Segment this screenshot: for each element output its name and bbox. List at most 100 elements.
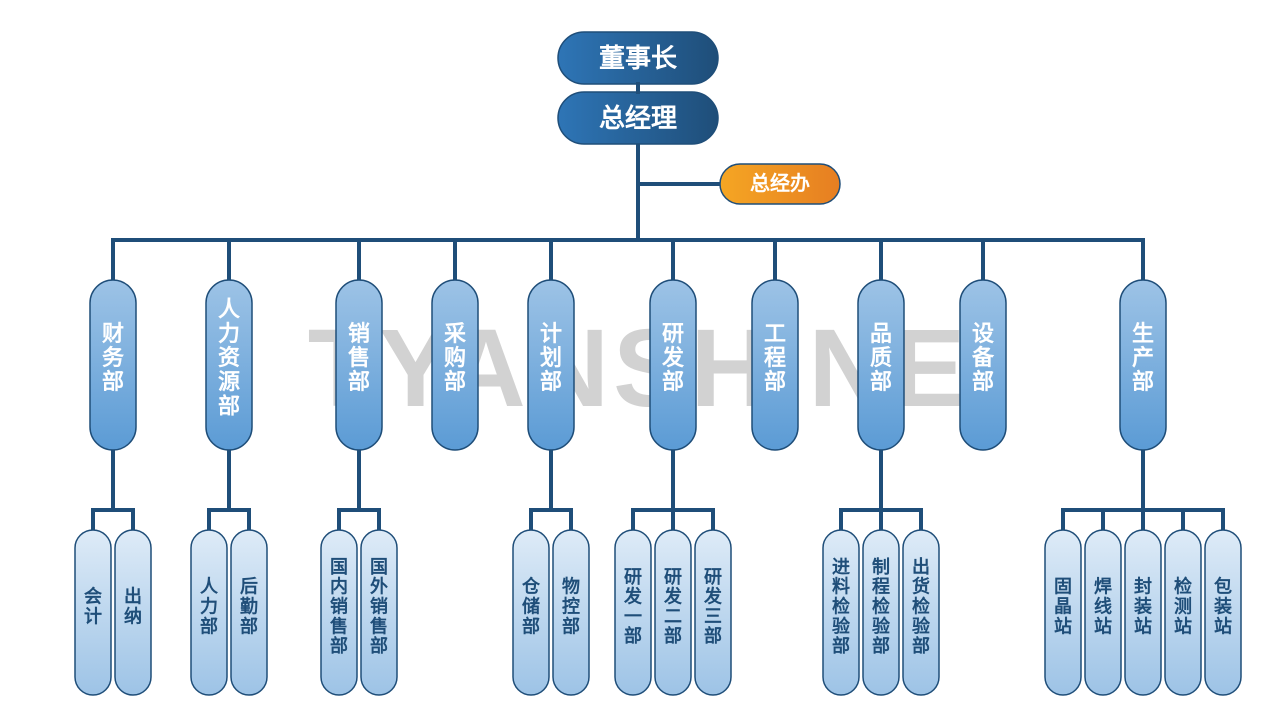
- svg-text:储: 储: [521, 596, 540, 617]
- leaf-rd-2: 研发三部: [695, 530, 731, 695]
- leaf-rd-0: 研发一部: [615, 530, 651, 695]
- svg-text:人: 人: [218, 297, 240, 322]
- svg-text:质: 质: [870, 345, 892, 370]
- svg-text:控: 控: [562, 596, 580, 617]
- dept-qc: 品质部: [858, 280, 904, 450]
- svg-text:售: 售: [330, 615, 348, 636]
- leaf-finance-1: 出纳: [115, 530, 151, 695]
- svg-text:品: 品: [870, 321, 892, 346]
- svg-text:采: 采: [444, 321, 466, 346]
- leaf-hr-1: 后勤部: [231, 530, 267, 695]
- leaf-hr-0: 人力部: [191, 530, 227, 695]
- svg-text:验: 验: [832, 615, 851, 636]
- leaf-prod-2: 封装站: [1125, 530, 1161, 695]
- org-chart-svg: 董事长总经理总经办财务部人力资源部销售部采购部计划部研发部工程部品质部设备部生产…: [0, 0, 1277, 715]
- svg-text:计: 计: [84, 605, 102, 626]
- svg-text:总经理: 总经理: [599, 103, 677, 133]
- svg-text:部: 部: [240, 615, 258, 636]
- svg-text:部: 部: [664, 625, 682, 646]
- svg-text:站: 站: [1134, 615, 1152, 636]
- svg-text:包: 包: [1214, 576, 1232, 597]
- svg-text:部: 部: [102, 369, 124, 394]
- svg-text:设: 设: [972, 321, 994, 346]
- dept-finance: 财务部: [90, 280, 136, 450]
- svg-text:程: 程: [872, 577, 890, 597]
- svg-text:财: 财: [102, 321, 124, 346]
- node-general-manager: 总经理: [558, 92, 718, 144]
- svg-text:总经办: 总经办: [750, 171, 810, 195]
- svg-text:部: 部: [370, 635, 388, 656]
- leaf-sales-0: 国内销售部: [321, 530, 357, 695]
- svg-text:部: 部: [200, 615, 218, 636]
- svg-text:研: 研: [664, 567, 682, 587]
- svg-text:仓: 仓: [521, 576, 541, 597]
- svg-text:勤: 勤: [240, 596, 258, 617]
- svg-text:部: 部: [662, 369, 684, 394]
- dept-purchase: 采购部: [432, 280, 478, 450]
- svg-text:源: 源: [218, 369, 240, 394]
- svg-text:外: 外: [370, 576, 388, 597]
- svg-text:检: 检: [872, 596, 890, 617]
- leaf-prod-3: 检测站: [1165, 530, 1201, 695]
- svg-text:料: 料: [832, 576, 850, 597]
- svg-text:部: 部: [348, 369, 370, 394]
- node-chairman: 董事长: [558, 32, 718, 84]
- svg-text:测: 测: [1174, 596, 1192, 617]
- svg-text:三: 三: [704, 606, 722, 626]
- svg-text:后: 后: [240, 577, 258, 597]
- svg-text:研: 研: [662, 321, 684, 346]
- svg-text:部: 部: [872, 635, 890, 656]
- svg-text:发: 发: [663, 586, 683, 607]
- svg-text:会: 会: [84, 586, 102, 607]
- leaf-prod-1: 焊线站: [1085, 530, 1121, 695]
- svg-text:售: 售: [348, 345, 370, 370]
- svg-text:制: 制: [872, 557, 890, 577]
- svg-text:计: 计: [540, 321, 562, 346]
- dept-rd: 研发部: [650, 280, 696, 450]
- leaf-plan-1: 物控部: [553, 530, 589, 695]
- svg-text:部: 部: [562, 615, 580, 636]
- svg-text:货: 货: [912, 576, 930, 597]
- svg-text:物: 物: [562, 576, 580, 597]
- svg-text:验: 验: [912, 615, 931, 636]
- svg-text:人: 人: [200, 577, 219, 597]
- svg-text:内: 内: [330, 576, 348, 597]
- svg-text:备: 备: [971, 345, 995, 370]
- svg-text:部: 部: [870, 369, 892, 394]
- svg-text:站: 站: [1054, 615, 1072, 636]
- leaf-prod-4: 包装站: [1205, 530, 1241, 695]
- svg-text:部: 部: [972, 369, 994, 394]
- dept-eng: 工程部: [752, 280, 798, 450]
- dept-sales: 销售部: [336, 280, 382, 450]
- dept-prod: 生产部: [1120, 280, 1166, 450]
- leaf-qc-1: 制程检验部: [863, 530, 899, 695]
- svg-text:划: 划: [540, 345, 562, 370]
- leaf-rd-1: 研发二部: [655, 530, 691, 695]
- svg-text:线: 线: [1094, 596, 1112, 617]
- leaf-finance-0: 会计: [75, 530, 111, 695]
- svg-text:生: 生: [1132, 321, 1154, 346]
- svg-text:销: 销: [348, 321, 370, 346]
- svg-text:部: 部: [624, 625, 642, 646]
- leaf-qc-2: 出货检验部: [903, 530, 939, 695]
- svg-text:董事长: 董事长: [599, 43, 678, 73]
- svg-text:纳: 纳: [124, 605, 142, 626]
- svg-text:发: 发: [661, 345, 685, 370]
- svg-text:装: 装: [1134, 596, 1152, 617]
- svg-text:部: 部: [704, 625, 722, 646]
- svg-text:部: 部: [522, 615, 540, 636]
- svg-text:站: 站: [1214, 615, 1232, 636]
- svg-text:进: 进: [832, 557, 850, 577]
- leaf-qc-0: 进料检验部: [823, 530, 859, 695]
- svg-text:一: 一: [624, 606, 642, 626]
- svg-text:部: 部: [444, 369, 466, 394]
- svg-text:购: 购: [444, 345, 466, 370]
- leaf-prod-0: 固晶站: [1045, 530, 1081, 695]
- svg-text:固: 固: [1054, 577, 1072, 597]
- svg-text:国: 国: [370, 557, 388, 577]
- svg-text:站: 站: [1174, 615, 1192, 636]
- svg-text:销: 销: [370, 596, 388, 617]
- svg-text:二: 二: [664, 606, 682, 626]
- svg-text:检: 检: [1174, 576, 1192, 597]
- svg-text:出: 出: [912, 556, 930, 577]
